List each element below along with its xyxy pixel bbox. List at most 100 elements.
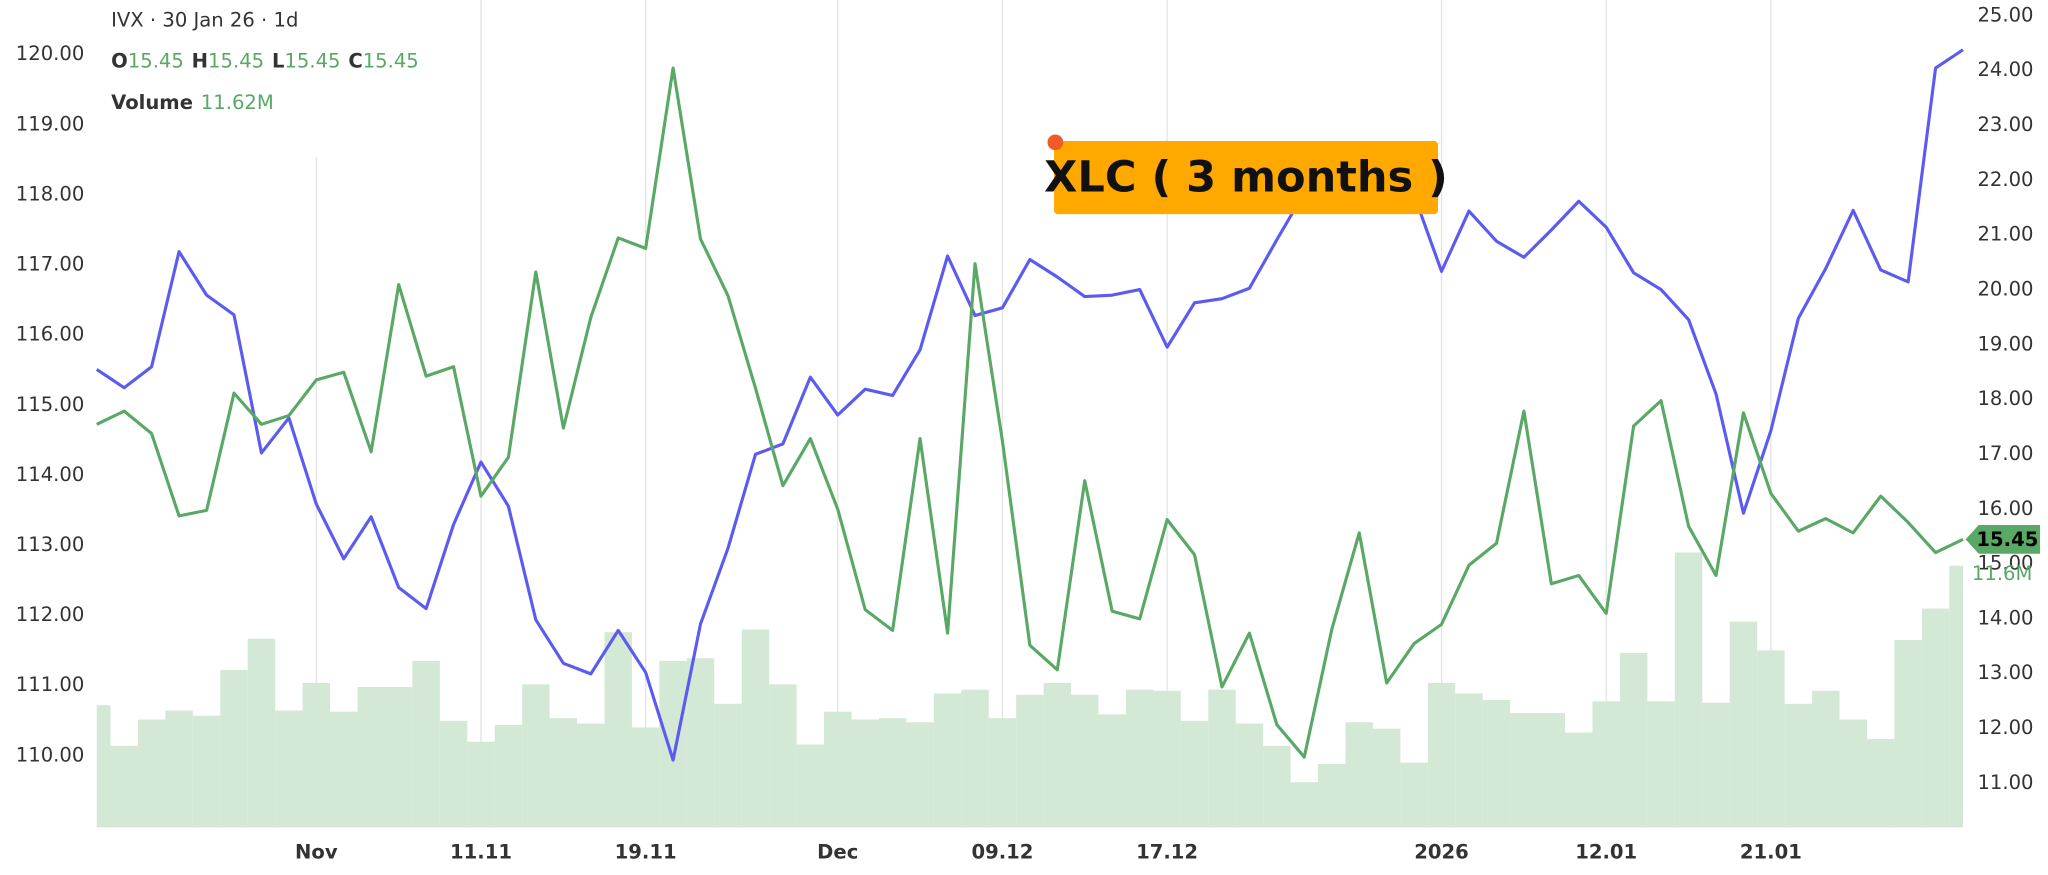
annotation-box xyxy=(1054,141,1438,215)
volume-bar xyxy=(549,718,578,827)
x-tick-label: 19.11 xyxy=(615,840,677,863)
volume-bar xyxy=(192,715,221,827)
x-tick-label: 2026 xyxy=(1414,840,1469,863)
volume-line: Volume 11.62M xyxy=(111,91,274,114)
volume-bar xyxy=(659,660,687,827)
y-tick-label: 112.00 xyxy=(16,603,85,626)
y2-tick-label: 16.00 xyxy=(1977,497,2033,520)
volume-bar xyxy=(686,658,715,827)
volume-bar xyxy=(1153,690,1181,827)
volume-key: Volume xyxy=(111,91,193,114)
volume-bar xyxy=(1098,714,1126,827)
y-tick-label: 114.00 xyxy=(16,463,85,486)
volume-bar xyxy=(1565,732,1593,827)
volume-bar xyxy=(714,703,742,827)
volume-bar xyxy=(1372,728,1401,827)
annotation: XLC ( 3 months ) xyxy=(1044,153,1448,203)
line-series xyxy=(96,66,1964,759)
volume-bar xyxy=(1400,762,1428,827)
ohlc-value: 15.45 xyxy=(128,49,184,72)
volume-bar xyxy=(1702,702,1730,827)
y2-tick-label: 21.00 xyxy=(1977,223,2033,246)
volume-bars xyxy=(96,552,1963,827)
x-tick-label: Dec xyxy=(817,840,858,863)
x-tick-label: 17.12 xyxy=(1136,840,1198,863)
volume-bar xyxy=(1812,690,1840,827)
y2-tick-label: 23.00 xyxy=(1977,113,2033,136)
volume-bar xyxy=(1510,713,1538,827)
volume-bar xyxy=(165,710,193,827)
volume-bar xyxy=(1647,701,1675,827)
volume-bar xyxy=(1290,782,1319,827)
volume-bar xyxy=(137,719,166,827)
y-tick-label: 115.00 xyxy=(16,393,85,416)
y-tick-label: 117.00 xyxy=(16,253,85,276)
volume-bar xyxy=(1537,713,1566,827)
volume-bar xyxy=(1949,565,1963,827)
y2-tick-label: 17.00 xyxy=(1977,442,2033,465)
volume-bar xyxy=(1894,640,1922,827)
volume-bar xyxy=(741,629,770,827)
volume-bar xyxy=(1345,722,1373,827)
ohlc-key: H xyxy=(192,49,208,72)
header-bg xyxy=(98,0,425,157)
x-tick-label: 21.01 xyxy=(1740,840,1802,863)
volume-value: 11.62M xyxy=(201,91,274,114)
x-tick-label: Nov xyxy=(295,840,338,863)
ohlc-value: 15.45 xyxy=(208,49,264,72)
volume-bar xyxy=(988,718,1017,827)
y2-tick-label: 20.00 xyxy=(1977,277,2033,300)
volume-bar xyxy=(467,741,495,827)
y-tick-label: 119.00 xyxy=(16,112,85,135)
x-tick-label: 11.11 xyxy=(450,840,512,863)
y2-tick-label: 14.00 xyxy=(1977,606,2033,629)
volume-bar xyxy=(1482,699,1511,827)
volume-bar xyxy=(1784,703,1813,827)
volume-bar xyxy=(933,693,962,827)
volume-bar xyxy=(494,724,523,827)
volume-bar xyxy=(357,686,385,827)
labels: Nov 11.11 19.11 Dec 09.12 17.12 2026 12.01 21.01… xyxy=(16,0,2041,863)
y2-tick-label: 22.00 xyxy=(1977,168,2033,191)
volume-tag: 11.6M xyxy=(1972,562,2032,585)
volume-bar xyxy=(577,723,605,827)
volume-bar xyxy=(302,682,331,827)
last-value-label: 15.45 xyxy=(1976,528,2038,551)
volume-bar xyxy=(1016,694,1044,827)
volume-bar xyxy=(631,727,660,827)
y-tick-label: 120.00 xyxy=(16,42,85,65)
volume-bar xyxy=(1592,701,1620,827)
volume-bar xyxy=(1427,682,1456,827)
x-tick-label: 12.01 xyxy=(1575,840,1637,863)
volume-bar xyxy=(1729,621,1758,827)
volume-bar xyxy=(1318,764,1346,827)
y2-tick-label: 15.00 xyxy=(1977,552,2033,575)
line-series xyxy=(95,48,1964,762)
y2-tick-label: 25.00 xyxy=(1977,3,2033,26)
ohlc-key: O xyxy=(111,49,128,72)
volume-bar xyxy=(796,744,825,827)
volume-bar xyxy=(1619,653,1648,827)
volume-bar xyxy=(384,686,413,827)
y-tick-label: 111.00 xyxy=(16,673,85,696)
volume-bar xyxy=(247,638,276,827)
volume-bar xyxy=(824,711,852,827)
symbol-line: IVX · 30 Jan 26 · 1d xyxy=(111,8,298,31)
volume-bar xyxy=(851,719,879,827)
volume-bar xyxy=(961,689,989,827)
volume-bar xyxy=(1674,552,1703,827)
volume-bar xyxy=(1263,745,1291,827)
volume-bar xyxy=(1071,694,1099,827)
volume-bar xyxy=(1921,608,1950,827)
volume-bar xyxy=(275,710,303,827)
volume-bar xyxy=(110,745,138,827)
volume-bar xyxy=(604,632,632,827)
y-tick-label: 116.00 xyxy=(16,323,85,346)
volume-bar xyxy=(1043,682,1072,827)
x-tick-label: 09.12 xyxy=(971,840,1033,863)
ohlc-value: 15.45 xyxy=(363,49,419,72)
volume-bar xyxy=(906,722,934,827)
volume-bar xyxy=(769,684,797,827)
